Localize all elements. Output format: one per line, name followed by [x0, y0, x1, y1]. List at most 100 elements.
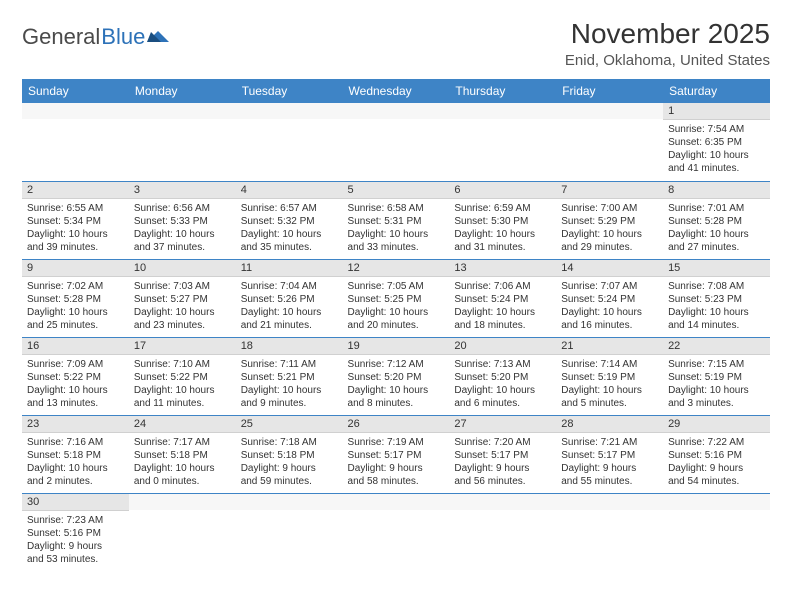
day-number: 8: [663, 182, 770, 199]
day-line: Sunset: 5:16 PM: [27, 527, 124, 540]
day-line: Sunset: 5:33 PM: [134, 215, 231, 228]
day-number: 16: [22, 338, 129, 355]
day-line: and 25 minutes.: [27, 319, 124, 332]
calendar-cell: 27Sunrise: 7:20 AMSunset: 5:17 PMDayligh…: [449, 415, 556, 493]
day-line: Sunrise: 6:57 AM: [241, 202, 338, 215]
calendar-cell: 2Sunrise: 6:55 AMSunset: 5:34 PMDaylight…: [22, 181, 129, 259]
day-line: and 29 minutes.: [561, 241, 658, 254]
weekday-header: Tuesday: [236, 79, 343, 103]
day-line: Sunrise: 7:17 AM: [134, 436, 231, 449]
day-number: 5: [343, 182, 450, 199]
flag-icon: [147, 24, 169, 50]
day-line: Sunrise: 7:10 AM: [134, 358, 231, 371]
day-number: 4: [236, 182, 343, 199]
day-line: Sunset: 5:22 PM: [27, 371, 124, 384]
calendar-cell: 11Sunrise: 7:04 AMSunset: 5:26 PMDayligh…: [236, 259, 343, 337]
day-line: and 55 minutes.: [561, 475, 658, 488]
day-line: Sunset: 5:22 PM: [134, 371, 231, 384]
calendar-cell: [449, 493, 556, 571]
day-line: Daylight: 10 hours: [668, 384, 765, 397]
calendar-row: 1Sunrise: 7:54 AMSunset: 6:35 PMDaylight…: [22, 103, 770, 181]
day-line: Sunrise: 7:20 AM: [454, 436, 551, 449]
day-line: Sunrise: 7:04 AM: [241, 280, 338, 293]
calendar-cell: 26Sunrise: 7:19 AMSunset: 5:17 PMDayligh…: [343, 415, 450, 493]
day-line: and 0 minutes.: [134, 475, 231, 488]
day-line: Daylight: 10 hours: [348, 384, 445, 397]
day-number: 10: [129, 260, 236, 277]
day-content: Sunrise: 7:54 AMSunset: 6:35 PMDaylight:…: [663, 120, 770, 179]
day-number-empty: [343, 103, 450, 119]
day-number: 1: [663, 103, 770, 120]
day-number: 27: [449, 416, 556, 433]
day-number: 28: [556, 416, 663, 433]
calendar-cell: [556, 493, 663, 571]
day-number: 2: [22, 182, 129, 199]
day-line: Sunset: 5:24 PM: [561, 293, 658, 306]
day-content: Sunrise: 6:59 AMSunset: 5:30 PMDaylight:…: [449, 199, 556, 258]
day-line: and 33 minutes.: [348, 241, 445, 254]
day-line: Daylight: 10 hours: [27, 462, 124, 475]
title-block: November 2025 Enid, Oklahoma, United Sta…: [565, 18, 770, 69]
day-line: Daylight: 10 hours: [668, 149, 765, 162]
day-line: Daylight: 10 hours: [454, 228, 551, 241]
day-content: Sunrise: 7:12 AMSunset: 5:20 PMDaylight:…: [343, 355, 450, 414]
calendar-cell: [556, 103, 663, 181]
day-line: Daylight: 10 hours: [348, 306, 445, 319]
day-line: Sunset: 5:20 PM: [348, 371, 445, 384]
day-number: 20: [449, 338, 556, 355]
day-line: and 41 minutes.: [668, 162, 765, 175]
day-content: Sunrise: 7:05 AMSunset: 5:25 PMDaylight:…: [343, 277, 450, 336]
day-line: and 9 minutes.: [241, 397, 338, 410]
calendar-cell: 19Sunrise: 7:12 AMSunset: 5:20 PMDayligh…: [343, 337, 450, 415]
day-line: and 27 minutes.: [668, 241, 765, 254]
day-line: and 8 minutes.: [348, 397, 445, 410]
day-line: Daylight: 9 hours: [27, 540, 124, 553]
day-line: Sunset: 5:24 PM: [454, 293, 551, 306]
day-line: and 20 minutes.: [348, 319, 445, 332]
day-line: and 37 minutes.: [134, 241, 231, 254]
day-line: Sunset: 5:18 PM: [27, 449, 124, 462]
day-line: Sunset: 5:21 PM: [241, 371, 338, 384]
weekday-header: Monday: [129, 79, 236, 103]
day-line: Sunset: 5:17 PM: [454, 449, 551, 462]
calendar-cell: 18Sunrise: 7:11 AMSunset: 5:21 PMDayligh…: [236, 337, 343, 415]
calendar-cell: 15Sunrise: 7:08 AMSunset: 5:23 PMDayligh…: [663, 259, 770, 337]
weekday-header: Wednesday: [343, 79, 450, 103]
calendar-cell: 13Sunrise: 7:06 AMSunset: 5:24 PMDayligh…: [449, 259, 556, 337]
day-line: Daylight: 10 hours: [134, 228, 231, 241]
day-line: and 18 minutes.: [454, 319, 551, 332]
calendar-cell: 4Sunrise: 6:57 AMSunset: 5:32 PMDaylight…: [236, 181, 343, 259]
day-line: Sunset: 5:17 PM: [561, 449, 658, 462]
day-content: Sunrise: 7:10 AMSunset: 5:22 PMDaylight:…: [129, 355, 236, 414]
day-number-empty: [129, 103, 236, 119]
calendar-cell: 10Sunrise: 7:03 AMSunset: 5:27 PMDayligh…: [129, 259, 236, 337]
day-line: and 56 minutes.: [454, 475, 551, 488]
day-line: Sunrise: 7:54 AM: [668, 123, 765, 136]
day-line: Sunrise: 7:12 AM: [348, 358, 445, 371]
calendar-cell: 17Sunrise: 7:10 AMSunset: 5:22 PMDayligh…: [129, 337, 236, 415]
day-content: Sunrise: 7:06 AMSunset: 5:24 PMDaylight:…: [449, 277, 556, 336]
day-line: Sunrise: 6:59 AM: [454, 202, 551, 215]
day-number: 14: [556, 260, 663, 277]
calendar-cell: 28Sunrise: 7:21 AMSunset: 5:17 PMDayligh…: [556, 415, 663, 493]
day-number-empty: [129, 494, 236, 510]
day-line: and 58 minutes.: [348, 475, 445, 488]
calendar-cell: 30Sunrise: 7:23 AMSunset: 5:16 PMDayligh…: [22, 493, 129, 571]
day-line: Sunset: 5:16 PM: [668, 449, 765, 462]
day-line: Sunrise: 7:19 AM: [348, 436, 445, 449]
day-line: Sunset: 5:23 PM: [668, 293, 765, 306]
day-number-empty: [236, 494, 343, 510]
day-content: Sunrise: 7:19 AMSunset: 5:17 PMDaylight:…: [343, 433, 450, 492]
day-line: Daylight: 10 hours: [27, 306, 124, 319]
day-line: Sunrise: 6:55 AM: [27, 202, 124, 215]
day-line: and 3 minutes.: [668, 397, 765, 410]
day-number-empty: [556, 103, 663, 119]
day-number: 26: [343, 416, 450, 433]
day-line: Daylight: 10 hours: [134, 462, 231, 475]
day-number: 3: [129, 182, 236, 199]
day-number-empty: [556, 494, 663, 510]
day-line: Sunrise: 7:11 AM: [241, 358, 338, 371]
day-number: 25: [236, 416, 343, 433]
day-number: 18: [236, 338, 343, 355]
day-content: Sunrise: 6:58 AMSunset: 5:31 PMDaylight:…: [343, 199, 450, 258]
